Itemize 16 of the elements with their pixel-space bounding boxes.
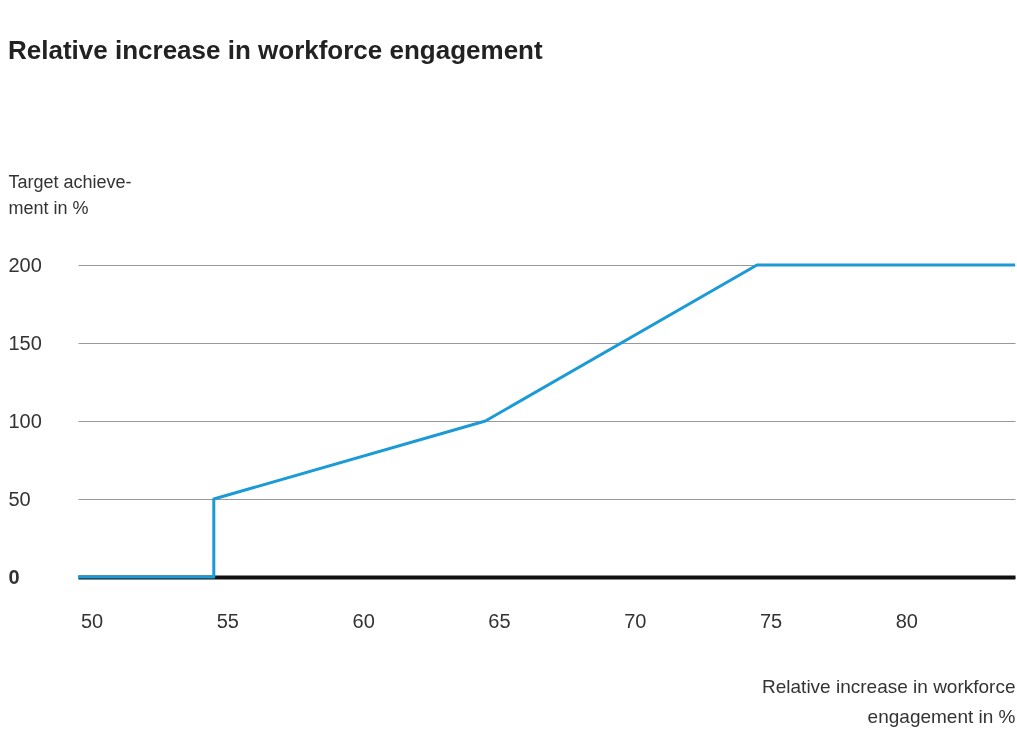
y-axis-title: Target achieve- ment in % — [8, 171, 132, 218]
x-tick-label: 80 — [895, 609, 918, 632]
line-series — [76, 263, 1017, 579]
x-tick-label: 50 — [80, 609, 104, 632]
y-tick-label: 0 — [8, 565, 20, 588]
y-tick-label: 50 — [8, 487, 31, 510]
x-tick-label: 70 — [624, 609, 647, 632]
y-tick-label: 100 — [8, 409, 42, 432]
x-tick-label: 60 — [352, 609, 375, 632]
x-tick-label: 75 — [759, 609, 783, 632]
chart-title: Relative increase in workforce engagement — [8, 35, 543, 65]
x-tick-label: 55 — [216, 609, 239, 632]
y-tick-label: 200 — [8, 253, 42, 276]
x-tick-label: 65 — [488, 609, 511, 632]
y-tick-label: 150 — [8, 331, 42, 354]
x-axis-title: Relative increase in workforce engagement in % — [762, 675, 1016, 727]
